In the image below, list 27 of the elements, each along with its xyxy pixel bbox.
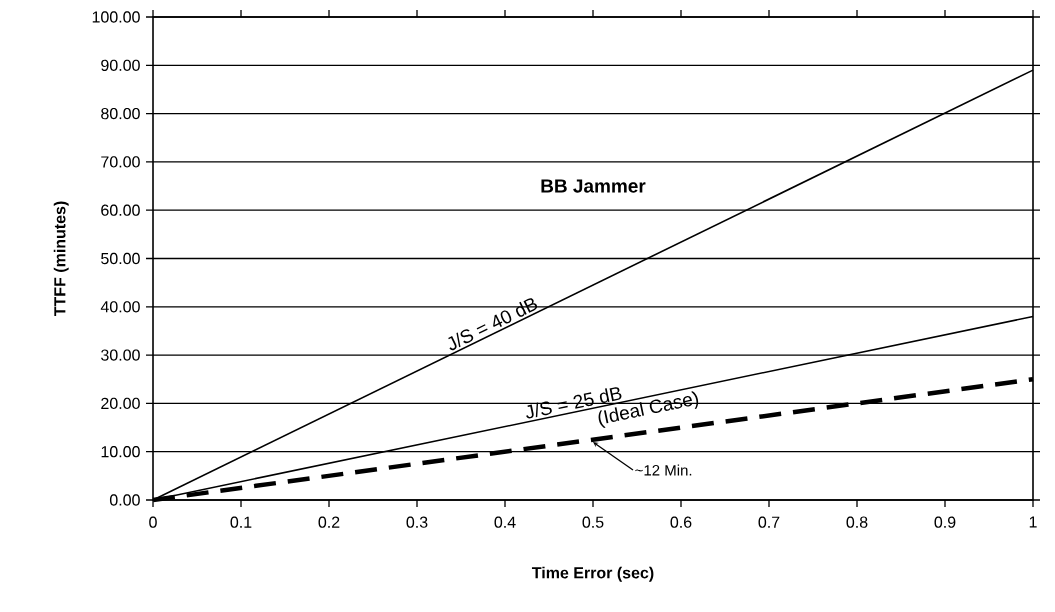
y-tick-label: 20.00 [101,397,140,410]
y-tick-label: 50.00 [101,252,140,265]
x-tick-label: 0.4 [494,516,516,528]
x-tick-label: 0.2 [318,516,340,528]
x-tick-label: 0.8 [846,516,868,528]
y-tick-label: 10.00 [101,446,140,458]
x-tick-label: 0 [149,516,157,528]
annotation: ~12 Min. [635,464,692,476]
x-tick-label: 0.7 [758,516,780,528]
y-axis-title: TTFF (minutes) [53,201,69,317]
y-tick-label: 0.00 [109,494,140,506]
y-tick-label: 30.00 [101,349,140,361]
y-tick-label: 90.00 [101,59,140,71]
y-tick-label: 100.00 [92,11,140,23]
y-tick-label: 80.00 [101,107,140,120]
x-tick-label: 0.3 [406,516,428,528]
text: BB Jammer [541,179,646,193]
x-axis-title: Time Error (sec) [531,566,654,582]
x-tick-label: 0.5 [582,516,604,528]
text: J/S = 40 dB [448,298,538,351]
x-tick-label: 0.9 [934,516,956,528]
y-tick-label: 60.00 [101,204,140,216]
x-tick-label: 1 [1029,516,1037,528]
x-tick-label: 0.1 [230,516,252,528]
y-tick-label: 40.00 [100,301,140,313]
y-tick-label: 70.00 [101,156,140,168]
x-tick-label: 0.6 [670,516,692,528]
